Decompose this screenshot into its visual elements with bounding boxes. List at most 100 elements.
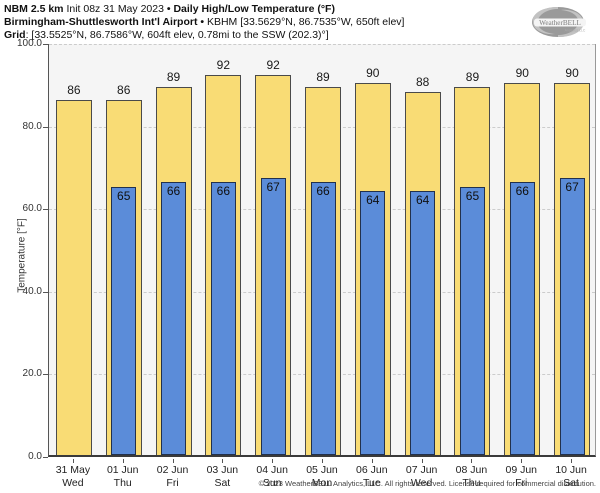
high-value-label: 90 [366,66,380,81]
header-line-1: NBM 2.5 km Init 08z 31 May 2023 • Daily … [4,3,404,16]
high-value-label: 92 [216,58,231,73]
high-value-label: 86 [117,82,131,97]
x-tick-mark [471,459,473,463]
y-tick-label: 20.0 [22,368,42,380]
header-line-2: Birmingham-Shuttlesworth Int'l Airport •… [4,16,404,29]
x-tick-mark [322,459,323,463]
x-label-date: 06 Jun [356,464,388,476]
low-bar [509,182,535,455]
logo-sub-text: Analytics LLC [565,29,586,33]
low-value-label: 67 [266,180,280,195]
x-axis-label: 01 Jun Thu [98,464,148,490]
low-value-label: 64 [366,192,380,207]
grid-meta: : [33.5525°N, 86.7586°W, 604ft elev, 0.7… [25,29,329,41]
x-label-day: Thu [462,477,481,489]
low-bar [210,182,236,455]
x-axis-label: 08 Jun Thu [447,464,497,490]
x-axis-label: 05 Jun Mon [297,464,347,490]
x-label-day: Sat [214,477,231,489]
high-value-label: 89 [166,70,181,85]
y-tick-label: 100.0 [16,38,42,49]
x-label-date: 10 Jun [555,464,587,476]
x-label-day: Fri [166,477,179,489]
low-bar [161,182,187,455]
x-tick-mark [421,459,423,463]
low-bar [360,190,386,455]
y-tick-mark [43,374,48,376]
low-bar [410,190,436,455]
high-value-label: 89 [465,70,480,85]
low-bar [559,178,585,455]
low-value-label: 66 [216,184,231,199]
logo-brand-text: WeatherBELL [539,19,581,27]
low-bar [260,178,286,455]
y-tick-mark [43,457,48,458]
x-axis-label: 09 Jun Fri [496,464,546,490]
station-name: Birmingham-Shuttlesworth Int'l Airport [4,16,198,28]
y-tick-mark [43,44,48,45]
x-tick-mark [521,459,523,463]
x-tick-mark [122,459,124,463]
low-value-label: 66 [515,184,529,199]
gridline-100 [49,44,595,45]
x-tick-mark [571,459,573,463]
y-tick-label: 40.0 [22,285,42,297]
high-bar [55,99,92,455]
x-tick-mark [371,459,373,463]
grid-label: Grid [4,29,26,41]
bullet-separator: • [197,16,207,28]
x-axis-label: 02 Jun Fri [148,464,198,490]
y-tick-label: 80.0 [22,120,42,132]
low-value-label: 66 [316,184,330,199]
x-label-date: 07 Jun [405,464,438,476]
x-label-day: Sun [262,477,282,489]
low-bar [111,186,137,455]
x-label-date: 04 Jun [256,464,288,476]
x-axis-label: 04 Jun Sun [247,464,297,490]
x-axis-label: 07 Jun Wed [397,464,447,490]
low-bar [459,186,485,455]
low-bar [310,182,336,455]
x-label-date: 31 May [55,464,91,476]
x-axis-label: 10 Jun Sat [546,464,596,490]
x-label-date: 09 Jun [505,464,538,476]
header-line-3: Grid: [33.5525°N, 86.7586°W, 604ft elev,… [4,29,404,42]
x-tick-mark [72,459,74,463]
x-label-day: Tue [362,477,381,489]
x-axis-label: 03 Jun Sat [197,464,247,490]
low-value-label: 65 [465,188,480,203]
high-value-label: 89 [316,70,330,85]
low-value-label: 67 [565,180,579,195]
high-value-label: 88 [415,74,430,89]
plot-area: 86 86 65 89 66 92 66 92 67 89 66 90 64 88 64 89 65 90 66 90… [48,44,596,457]
x-tick-mark [272,459,274,463]
station-meta: KBHM [33.5629°N, 86.7535°W, 650ft elev] [206,16,405,28]
y-tick-mark [43,209,48,211]
x-label-day: Wed [62,477,84,489]
chart-header: NBM 2.5 km Init 08z 31 May 2023 • Daily … [4,3,404,42]
y-tick-mark [43,126,48,128]
init-time: Init 08z 31 May 2023 [63,3,167,15]
x-axis-label: 31 May Wed [48,464,98,490]
model-name: NBM 2.5 km [4,3,64,15]
x-label-date: 02 Jun [156,464,189,476]
x-tick-mark [172,459,174,463]
x-label-day: Thu [113,477,132,489]
x-label-day: Sat [563,477,579,489]
low-value-label: 64 [415,192,430,207]
y-tick-label: 60.0 [22,203,42,215]
copyright-footer: © 2023 WeatherBELL Analytics, LLC. All r… [258,479,596,488]
low-value-label: 66 [166,184,181,199]
high-value-label: 86 [67,82,81,97]
high-value-label: 90 [515,66,529,81]
y-tick-mark [43,291,48,293]
bullet-separator: • [166,3,174,15]
low-value-label: 65 [117,188,131,203]
x-label-date: 03 Jun [206,464,239,476]
x-label-day: Wed [410,477,433,489]
x-label-date: 08 Jun [455,464,488,476]
weatherbell-logo-icon: WeatherBELL Analytics LLC [532,7,586,37]
high-value-label: 92 [266,58,280,73]
x-label-day: Fri [515,477,528,489]
